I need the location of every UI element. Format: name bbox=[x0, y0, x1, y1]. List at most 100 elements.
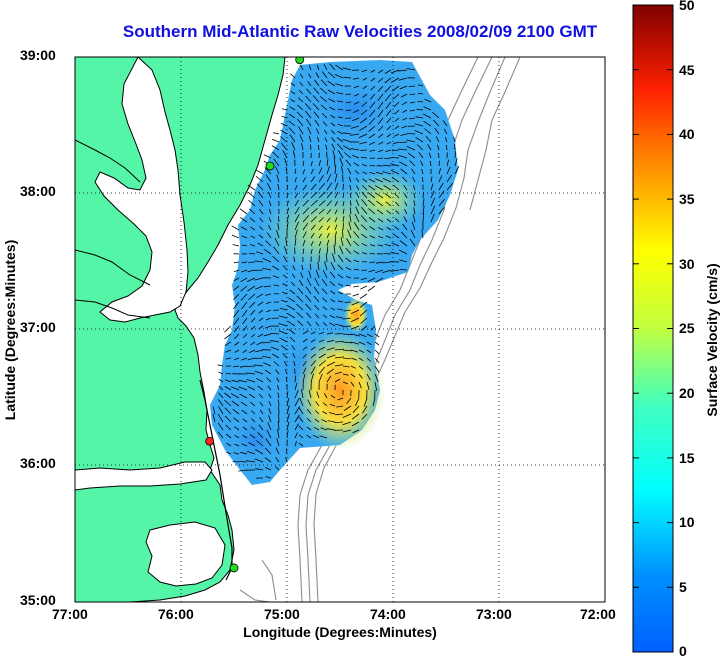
velocity-arrow bbox=[370, 77, 376, 82]
velocity-arrow bbox=[294, 375, 297, 383]
velocity-arrow bbox=[375, 261, 384, 264]
velocity-arrow bbox=[280, 142, 288, 151]
velocity-arrow bbox=[310, 346, 316, 351]
velocity-arrow bbox=[287, 320, 296, 327]
velocity-arrow bbox=[302, 374, 306, 383]
velocity-arrow bbox=[294, 390, 299, 399]
velocity-field bbox=[210, 60, 460, 485]
velocity-arrow bbox=[226, 451, 232, 455]
velocity-arrow bbox=[248, 199, 256, 207]
velocity-arrow bbox=[248, 293, 256, 301]
velocity-arrow bbox=[212, 406, 216, 415]
velocity-arrow bbox=[286, 405, 290, 415]
velocity-arrow bbox=[289, 106, 296, 111]
velocity-arrow bbox=[391, 177, 400, 183]
velocity-arrow bbox=[272, 138, 280, 143]
velocity-arrow bbox=[233, 285, 240, 291]
velocity-arrow bbox=[291, 273, 296, 279]
velocity-arrow bbox=[390, 169, 400, 175]
velocity-arrow bbox=[315, 128, 320, 135]
cbar-tick-35: 35 bbox=[679, 191, 695, 207]
velocity-arrow bbox=[288, 297, 296, 303]
velocity-arrow bbox=[408, 117, 416, 120]
velocity-arrow bbox=[320, 96, 328, 103]
velocity-arrow bbox=[350, 148, 360, 151]
velocity-arrow bbox=[402, 117, 408, 121]
velocity-arrow bbox=[423, 106, 432, 111]
velocity-arrow bbox=[385, 235, 392, 239]
velocity-arrow bbox=[384, 93, 392, 102]
velocity-arrow bbox=[358, 365, 364, 370]
velocity-arrow bbox=[361, 199, 368, 207]
velocity-arrow bbox=[256, 293, 264, 299]
velocity-arrow bbox=[342, 215, 345, 223]
velocity-arrow bbox=[375, 171, 384, 175]
velocity-arrow bbox=[233, 301, 240, 309]
velocity-arrow bbox=[218, 399, 224, 407]
velocity-arrow bbox=[398, 259, 408, 263]
velocity-arrow bbox=[271, 353, 280, 359]
velocity-arrow bbox=[336, 137, 344, 143]
velocity-arrow bbox=[250, 410, 256, 415]
velocity-arrow bbox=[353, 268, 360, 271]
velocity-arrow bbox=[304, 103, 312, 111]
velocity-arrow bbox=[432, 111, 440, 119]
velocity-arrow bbox=[374, 357, 380, 364]
lon-tick-75: 75:00 bbox=[264, 606, 300, 622]
velocity-arrow bbox=[326, 339, 335, 343]
velocity-arrow bbox=[354, 170, 360, 175]
velocity-arrow bbox=[294, 185, 298, 191]
velocity-arrow bbox=[328, 412, 336, 415]
velocity-arrow bbox=[423, 120, 432, 127]
velocity-arrow bbox=[251, 418, 256, 423]
velocity-arrow bbox=[246, 365, 256, 367]
velocity-arrow bbox=[412, 176, 416, 183]
velocity-arrow bbox=[385, 109, 392, 117]
velocity-arrow bbox=[325, 253, 328, 263]
velocity-arrow bbox=[234, 443, 240, 447]
velocity-arrow bbox=[413, 200, 416, 207]
velocity-arrow bbox=[263, 285, 272, 288]
radar-site-marker bbox=[295, 57, 305, 65]
velocity-arrow bbox=[382, 261, 392, 264]
velocity-arrow bbox=[454, 144, 456, 151]
velocity-arrow bbox=[322, 402, 328, 407]
velocity-arrow bbox=[312, 103, 320, 111]
velocity-arrow bbox=[218, 385, 224, 391]
velocity-arrow bbox=[350, 133, 360, 136]
velocity-arrow bbox=[350, 357, 357, 361]
velocity-arrow bbox=[350, 341, 360, 345]
velocity-arrow bbox=[330, 130, 336, 135]
velocity-arrow bbox=[345, 284, 352, 287]
velocity-arrow bbox=[264, 447, 272, 455]
velocity-arrow bbox=[414, 130, 424, 135]
velocity-arrow bbox=[362, 178, 368, 183]
velocity-arrow bbox=[404, 201, 408, 207]
velocity-arrow bbox=[406, 139, 416, 143]
velocity-arrow bbox=[296, 295, 304, 303]
velocity-arrow bbox=[358, 341, 366, 345]
velocity-arrow bbox=[294, 432, 298, 439]
velocity-arrow bbox=[271, 145, 280, 151]
velocity-arrow bbox=[395, 201, 400, 207]
velocity-arrow bbox=[401, 101, 408, 106]
velocity-arrow bbox=[248, 442, 256, 447]
velocity-arrow bbox=[334, 200, 339, 207]
velocity-arrow bbox=[315, 72, 320, 79]
cbar-tick-5: 5 bbox=[679, 579, 687, 595]
velocity-arrow bbox=[320, 104, 328, 111]
velocity-arrow bbox=[342, 145, 352, 151]
velocity-arrow bbox=[438, 190, 445, 199]
velocity-arrow bbox=[281, 291, 288, 295]
colorbar-label: Surface Velocity (cm/s) bbox=[704, 263, 720, 417]
velocity-arrow bbox=[351, 413, 360, 420]
velocity-arrow bbox=[294, 192, 299, 199]
velocity-arrow bbox=[283, 361, 288, 367]
velocity-arrow bbox=[239, 461, 248, 463]
velocity-arrow bbox=[446, 159, 449, 167]
velocity-arrow bbox=[277, 223, 280, 231]
grid-lines bbox=[75, 57, 605, 602]
velocity-arrow bbox=[391, 77, 400, 83]
velocity-arrow bbox=[392, 141, 400, 145]
